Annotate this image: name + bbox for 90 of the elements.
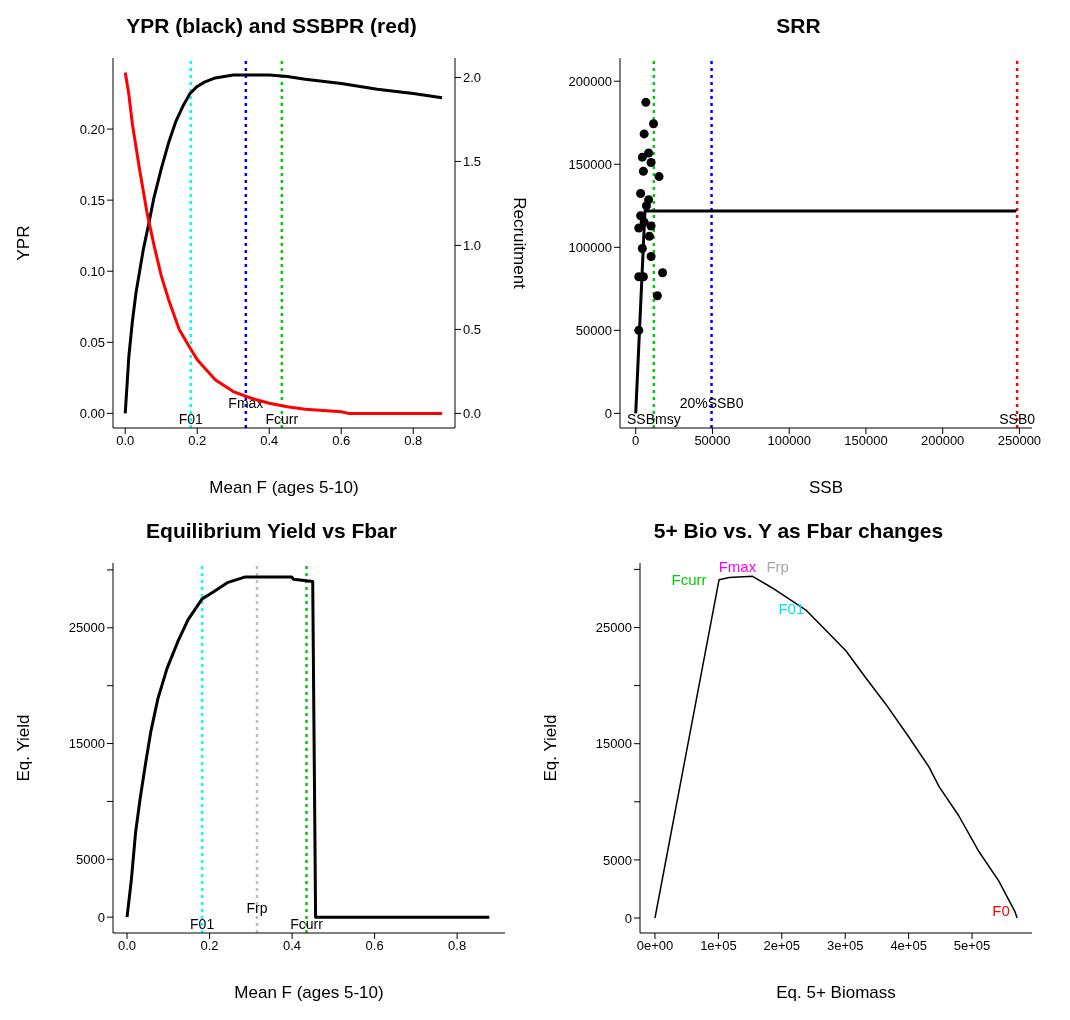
y-tick-label: 5000 xyxy=(76,851,105,867)
y-tick-label: 0.05 xyxy=(79,334,105,350)
x-tick-label: 0e+00 xyxy=(636,938,674,954)
point xyxy=(637,243,647,253)
y-tick-label: 0 xyxy=(97,909,105,925)
x-tick-label: 200000 xyxy=(920,433,965,449)
x-tick-label: 0.6 xyxy=(332,433,351,449)
point xyxy=(641,201,651,211)
point xyxy=(639,129,649,139)
point xyxy=(646,251,656,261)
x-tick-label: 250000 xyxy=(997,433,1042,449)
annotation: F01 xyxy=(778,599,805,617)
x-tick-label: 0.4 xyxy=(283,938,302,954)
x-tick-label: 0.0 xyxy=(117,938,137,954)
y-tick-label: 15000 xyxy=(68,736,105,752)
point xyxy=(646,157,656,167)
y2-tick-label: 0.5 xyxy=(463,322,482,338)
x-tick-label: 0.6 xyxy=(365,938,384,954)
y-tick-label: 0 xyxy=(604,406,612,421)
ref-line-label: 20%SSB0 xyxy=(679,395,744,411)
x-tick-label: 150000 xyxy=(844,433,888,449)
ref-line-label: SSBmsy xyxy=(626,411,681,427)
line-series xyxy=(654,575,1018,919)
x-tick-label: 2e+05 xyxy=(763,938,801,954)
point xyxy=(639,217,649,227)
y2-tick-label: 1.5 xyxy=(463,154,482,170)
annotation: Fcurr xyxy=(671,570,707,588)
ref-line-label: F01 xyxy=(178,411,204,427)
y-tick-label: 25000 xyxy=(595,620,632,636)
ref-line-label: Fcurr xyxy=(290,916,324,932)
x-tick-label: 5e+05 xyxy=(953,938,991,954)
y-tick-label: 100000 xyxy=(568,239,612,255)
x-tick-label: 0.8 xyxy=(448,938,467,954)
y-tick-label: 150000 xyxy=(568,156,612,172)
x-tick-label: 0.0 xyxy=(116,433,135,449)
point xyxy=(636,189,646,199)
x-axis-title: SSB xyxy=(808,478,844,497)
y-tick-label: 5000 xyxy=(603,852,632,868)
point xyxy=(658,268,668,278)
point xyxy=(649,119,659,129)
point xyxy=(654,172,664,182)
x-tick-label: 0.4 xyxy=(260,433,279,449)
x-tick-label: 0.8 xyxy=(404,433,423,449)
x-tick-label: 50000 xyxy=(694,433,731,449)
y2-axis-title: Recruitment xyxy=(509,197,529,290)
x-axis-title: Eq. 5+ Biomass xyxy=(776,983,896,1002)
y2-tick-label: 2.0 xyxy=(463,70,482,86)
y-tick-label: 50000 xyxy=(575,322,612,338)
y-tick-label: 0 xyxy=(624,910,632,926)
point xyxy=(644,231,654,241)
y2-tick-label: 1.0 xyxy=(463,238,482,254)
x-tick-label: 4e+05 xyxy=(890,938,927,954)
annotation: Frp xyxy=(766,557,789,575)
y-tick-label: 0.10 xyxy=(79,263,105,279)
chart-title: SRR xyxy=(775,13,822,39)
point xyxy=(634,223,644,233)
chart-title: Equilibrium Yield vs Fbar xyxy=(145,518,398,544)
x-tick-label: 3e+05 xyxy=(826,938,864,954)
point xyxy=(634,325,644,335)
x-axis-title: Mean F (ages 5-10) xyxy=(234,983,384,1002)
point xyxy=(637,152,647,162)
line-series xyxy=(125,575,491,919)
y-tick-label: 0.20 xyxy=(79,121,105,137)
ref-line-label: Fmax xyxy=(228,395,264,411)
point xyxy=(652,291,662,301)
x-tick-label: 1e+05 xyxy=(700,938,737,954)
x-tick-label: 0.2 xyxy=(200,938,219,954)
point xyxy=(646,221,656,231)
y-tick-label: 15000 xyxy=(595,736,632,752)
y-tick-label: 25000 xyxy=(68,620,105,636)
y-axis-title: Eq. Yield xyxy=(541,714,561,782)
y-axis-title: YPR xyxy=(14,225,34,261)
x-tick-label: 100000 xyxy=(767,433,811,449)
x-tick-label: 0.2 xyxy=(188,433,207,449)
y-tick-label: 0.00 xyxy=(79,405,105,421)
point xyxy=(638,166,648,176)
y-tick-label: 200000 xyxy=(568,73,612,89)
ref-line-label: SSB0 xyxy=(999,411,1036,427)
y2-tick-label: 0.0 xyxy=(463,406,482,421)
y-tick-label: 0.15 xyxy=(79,192,105,208)
annotation: F0 xyxy=(992,902,1010,920)
point xyxy=(641,97,651,107)
ref-line-label: Frp xyxy=(246,900,268,916)
y-axis-title: Eq. Yield xyxy=(14,714,34,782)
chart-title: 5+ Bio vs. Y as Fbar changes xyxy=(652,518,945,544)
ref-line-label: F01 xyxy=(190,916,215,932)
ref-line-label: Fcurr xyxy=(265,411,299,427)
chart-title: YPR (black) and SSBPR (red) xyxy=(125,13,418,39)
x-axis-title: Mean F (ages 5-10) xyxy=(209,478,359,497)
annotation: Fmax xyxy=(718,557,757,575)
